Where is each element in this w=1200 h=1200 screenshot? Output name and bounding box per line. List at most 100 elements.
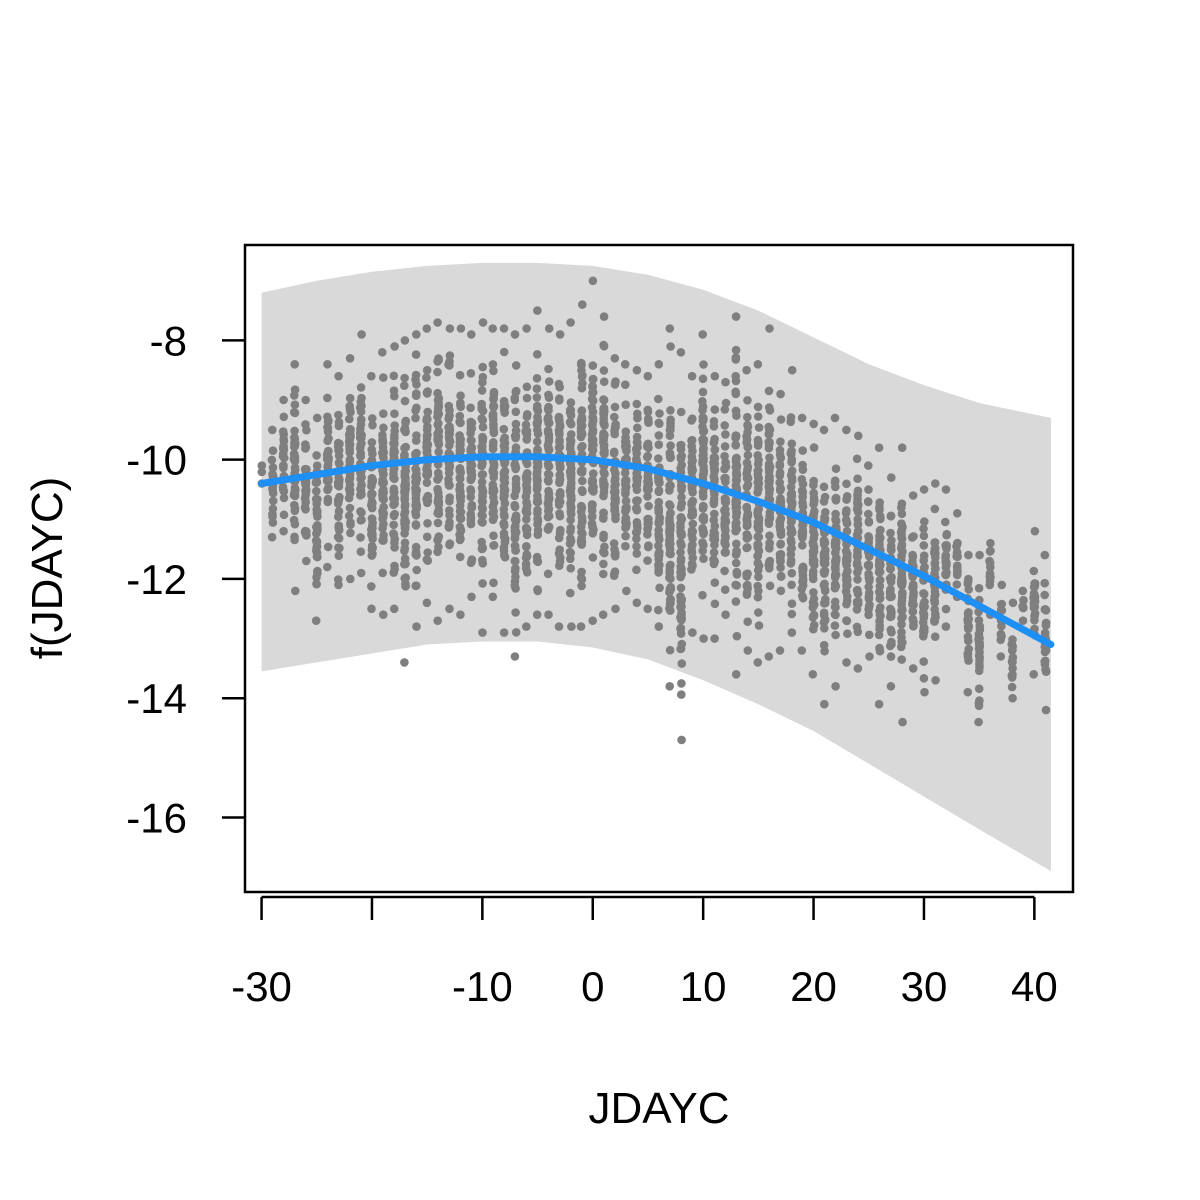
data-point [599, 491, 608, 501]
data-point [511, 557, 520, 566]
data-point [555, 488, 565, 497]
data-point [445, 493, 455, 502]
data-point [345, 404, 355, 414]
data-point [720, 442, 730, 451]
data-point [379, 485, 388, 494]
data-point [644, 501, 653, 511]
data-point [278, 449, 288, 459]
data-point [554, 443, 564, 453]
data-point [798, 446, 807, 455]
data-point [279, 493, 289, 503]
data-point [455, 522, 465, 532]
data-point [721, 398, 731, 408]
data-point [897, 509, 907, 519]
data-point [532, 437, 542, 447]
data-point [356, 451, 365, 461]
data-point [731, 389, 741, 399]
data-point [732, 469, 741, 478]
data-point [577, 486, 587, 495]
data-point [389, 386, 399, 396]
data-point [489, 402, 498, 412]
data-point [323, 449, 332, 459]
data-point [400, 658, 409, 667]
data-point [322, 476, 332, 486]
data-point [577, 581, 586, 591]
data-point [742, 581, 752, 591]
data-point [897, 530, 906, 539]
data-point [268, 469, 277, 479]
data-point [621, 380, 630, 390]
data-point [466, 465, 476, 474]
data-point [676, 528, 686, 538]
data-point [644, 418, 653, 428]
data-point [367, 541, 377, 551]
data-point [854, 431, 863, 441]
data-point [356, 533, 365, 542]
data-point [378, 466, 387, 476]
data-point [367, 582, 376, 591]
data-point [687, 371, 697, 381]
data-point [643, 604, 652, 614]
data-point [621, 496, 631, 506]
data-point [776, 437, 785, 447]
data-point [676, 440, 686, 450]
data-point [633, 423, 642, 433]
data-point [753, 412, 763, 421]
data-point [765, 406, 775, 415]
data-point [643, 556, 652, 565]
data-point [444, 475, 453, 484]
data-point [577, 358, 586, 368]
data-point [433, 616, 443, 625]
data-point [445, 604, 454, 614]
data-point [942, 541, 951, 550]
data-point [699, 502, 708, 512]
data-point [710, 405, 720, 414]
data-point [699, 360, 708, 369]
data-point [655, 583, 664, 593]
data-point [554, 622, 564, 631]
data-point [809, 419, 818, 429]
data-point [499, 532, 509, 542]
data-point [809, 443, 819, 452]
data-point [698, 387, 708, 397]
data-point [754, 524, 763, 533]
data-point [743, 450, 753, 460]
data-point [378, 568, 388, 578]
data-point [742, 588, 752, 597]
data-point [798, 498, 807, 508]
data-point [687, 559, 697, 569]
data-point [499, 546, 509, 556]
data-point [466, 447, 476, 456]
data-point [632, 527, 642, 536]
data-point [412, 431, 421, 440]
data-point [455, 411, 465, 421]
data-point [511, 407, 521, 417]
data-point [687, 500, 696, 510]
data-point [599, 569, 608, 579]
data-point [478, 415, 488, 425]
data-point [709, 463, 719, 473]
data-point [544, 477, 553, 486]
data-point [810, 530, 819, 539]
data-point [787, 517, 796, 526]
data-point [556, 462, 565, 472]
data-point [655, 514, 664, 524]
data-point [599, 395, 608, 404]
data-point [302, 425, 311, 435]
data-point [887, 473, 896, 482]
data-point [886, 528, 895, 538]
data-point [732, 570, 742, 579]
data-point [368, 420, 377, 430]
data-point [666, 606, 675, 615]
data-point [975, 550, 984, 560]
data-point [301, 486, 311, 496]
data-point [632, 565, 641, 575]
data-point [920, 687, 929, 697]
data-point [633, 496, 642, 505]
data-point [699, 634, 708, 643]
data-point [390, 342, 399, 351]
data-point [379, 610, 388, 619]
data-point [676, 538, 685, 547]
data-point [919, 611, 929, 620]
data-point [466, 422, 476, 432]
